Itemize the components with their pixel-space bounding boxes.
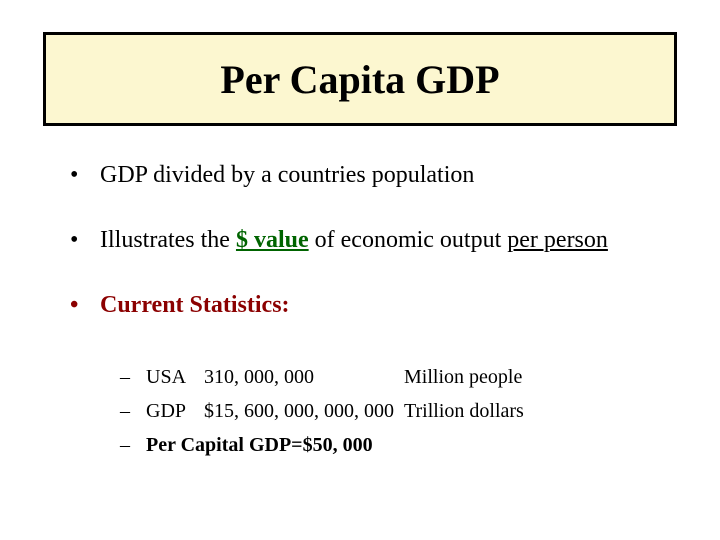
bullet-item: • Illustrates the $ value of economic ou… (70, 225, 670, 256)
per-person-text: per person (507, 227, 608, 253)
sub-mark: – (120, 362, 146, 392)
bullet-text-3: Current Statistics: (100, 290, 670, 321)
bullet-item: • GDP divided by a countries population (70, 160, 670, 191)
stat-value: 310, 000, 000 (204, 362, 404, 392)
stat-row-pcg: Per Capital GDP = $50, 000 (146, 430, 680, 460)
stat-row-usa: USA 310, 000, 000 Million people (146, 362, 680, 392)
title-box: Per Capita GDP (43, 32, 677, 126)
bullet-item: • Current Statistics: (70, 290, 670, 321)
stat-value: $50, 000 (303, 430, 373, 460)
sub-item: – GDP $15, 600, 000, 000, 000 Trillion d… (120, 396, 680, 426)
stat-unit: Million people (404, 362, 680, 392)
bullet-mark: • (70, 290, 100, 321)
bullet-mark: • (70, 225, 100, 256)
stat-unit: Trillion dollars (404, 396, 680, 426)
text-segment: of economic output (309, 227, 508, 253)
bullet-mark: • (70, 160, 100, 191)
dollar-value-text: $ value (236, 227, 309, 253)
sub-item: – USA 310, 000, 000 Million people (120, 362, 680, 392)
sub-mark: – (120, 396, 146, 426)
stat-row-gdp: GDP $15, 600, 000, 000, 000 Trillion dol… (146, 396, 680, 426)
sub-list: – USA 310, 000, 000 Million people – GDP… (120, 362, 680, 464)
bullet-text-1: GDP divided by a countries population (100, 160, 670, 191)
text-segment: Illustrates the (100, 227, 236, 253)
stat-equals: = (291, 430, 302, 460)
slide-title: Per Capita GDP (220, 56, 499, 103)
stat-label: Per Capital GDP (146, 430, 291, 460)
bullet-text-2: Illustrates the $ value of economic outp… (100, 225, 670, 256)
stat-label: GDP (146, 396, 204, 426)
sub-mark: – (120, 430, 146, 460)
sub-item: – Per Capital GDP = $50, 000 (120, 430, 680, 460)
stat-value: $15, 600, 000, 000, 000 (204, 396, 404, 426)
bullet-list: • GDP divided by a countries population … (70, 160, 670, 356)
stat-label: USA (146, 362, 204, 392)
